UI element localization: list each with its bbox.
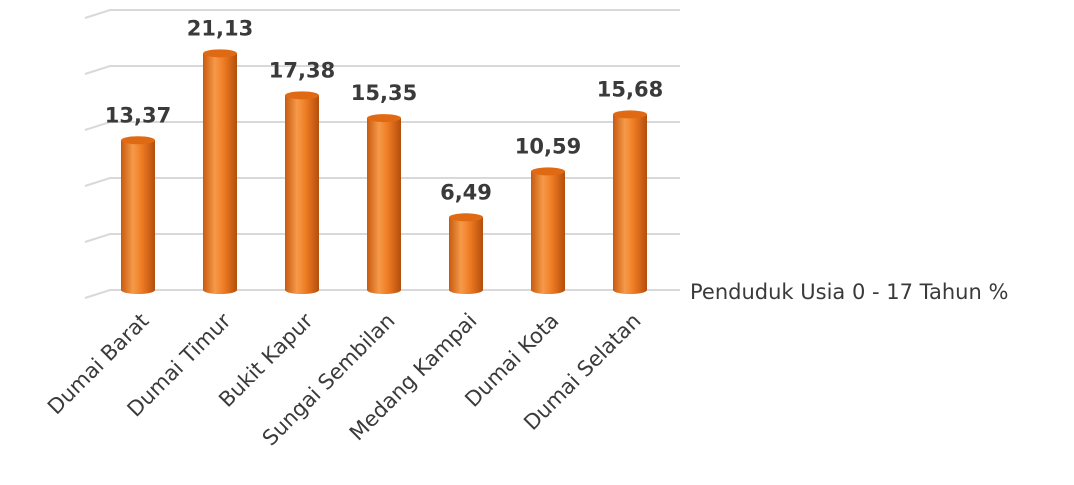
gridline bbox=[84, 65, 680, 75]
value-labels: 13,37 21,13 17,38 15,35 6,49 10,59 15,68 bbox=[105, 16, 663, 204]
data-label: 15,35 bbox=[351, 81, 417, 105]
bar bbox=[121, 136, 155, 294]
data-label: 6,49 bbox=[440, 180, 492, 204]
gridline bbox=[84, 177, 680, 187]
data-label: 10,59 bbox=[515, 134, 581, 158]
data-label: 15,68 bbox=[597, 77, 663, 101]
data-label: 13,37 bbox=[105, 103, 171, 127]
bars bbox=[121, 49, 647, 295]
gridline bbox=[84, 121, 680, 131]
data-label: 21,13 bbox=[187, 16, 253, 40]
legend-series-name: Penduduk Usia 0 - 17 Tahun % bbox=[690, 280, 1008, 304]
gridlines bbox=[84, 9, 680, 299]
bar bbox=[367, 114, 401, 294]
bar bbox=[531, 167, 565, 294]
bar bbox=[449, 213, 483, 294]
gridline bbox=[84, 289, 680, 299]
bar bbox=[613, 110, 647, 294]
bar bbox=[285, 91, 319, 295]
gridline bbox=[84, 233, 680, 243]
bar bbox=[203, 49, 237, 295]
data-label: 17,38 bbox=[269, 58, 335, 82]
gridline bbox=[84, 9, 680, 19]
